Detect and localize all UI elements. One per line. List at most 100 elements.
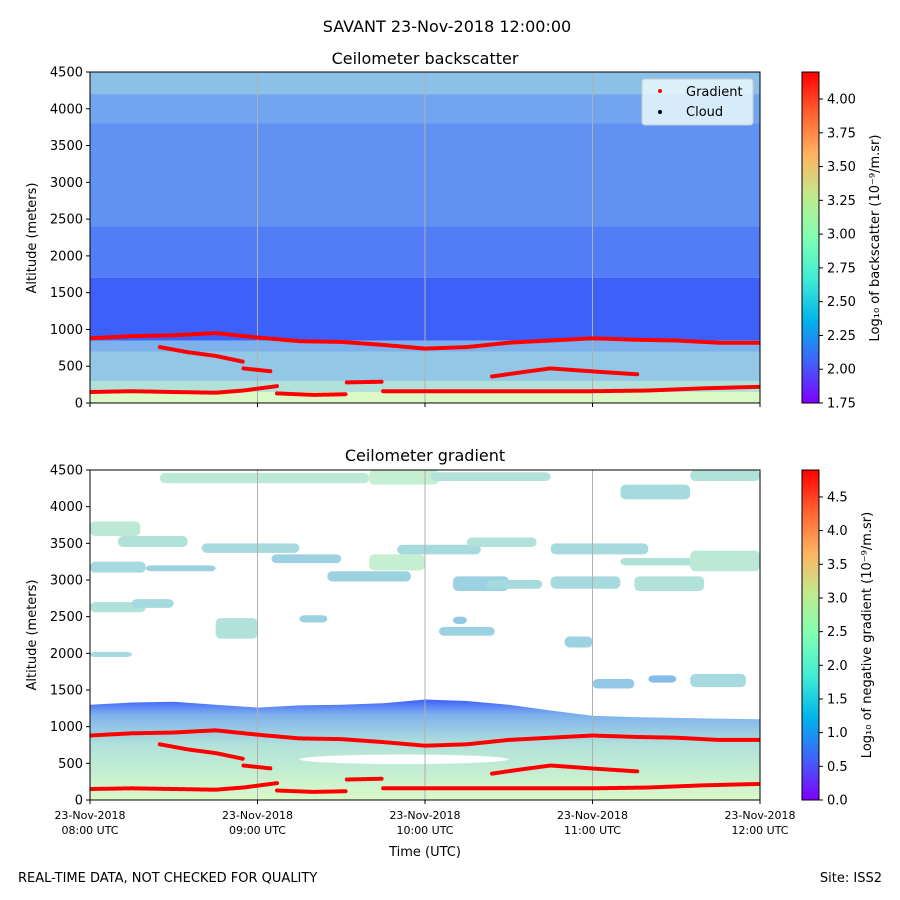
gradient-ytick-label: 4000 xyxy=(50,500,83,515)
backscatter-panel: Ceilometer backscatter 0 500 1000 1500 2000 2… xyxy=(25,49,883,412)
gradient-gradient-line xyxy=(275,788,349,794)
backscatter-ytick-label: 2500 xyxy=(50,213,83,228)
gradient-gradient-line xyxy=(490,763,640,776)
gradient-xtick-time: 11:00 UTC xyxy=(564,824,621,837)
gradient-colorbar-tick-label: 2.0 xyxy=(827,659,848,674)
backscatter-ytick-label: 4500 xyxy=(50,66,83,81)
backscatter-x-axis xyxy=(89,403,761,407)
gradient-cloud-patch xyxy=(145,565,216,572)
backscatter-ytick-label: 4000 xyxy=(50,102,83,117)
gradient-xtick-time: 10:00 UTC xyxy=(396,824,453,837)
gradient-cloud-patch xyxy=(550,543,649,555)
gradient-cloud-patch xyxy=(690,470,760,481)
backscatter-colorbar-label: Log₁₀ of backscatter (10⁻⁹/m.sr) xyxy=(868,135,883,342)
gradient-cloud-patch xyxy=(550,576,621,589)
gradient-cloud-patch xyxy=(466,537,537,547)
backscatter-y-axis: 0 500 1000 1500 2000 2500 3000 3500 4000 4500 xyxy=(50,66,90,412)
backscatter-colorbar-tick-label: 2.75 xyxy=(827,261,856,276)
gradient-gap xyxy=(299,754,509,765)
gradient-cloud-patch xyxy=(690,673,747,688)
gradient-cloud-patch xyxy=(215,618,258,639)
backscatter-colorbar-tick-label: 3.50 xyxy=(827,160,856,175)
gradient-title: Ceilometer gradient xyxy=(345,446,505,465)
footer-quality-note: REAL-TIME DATA, NOT CHECKED FOR QUALITY xyxy=(18,871,317,886)
legend-marker-gradient xyxy=(658,89,662,93)
gradient-gradient-line xyxy=(157,742,246,761)
gradient-ytick-label: 2500 xyxy=(50,610,83,625)
backscatter-gradient-series xyxy=(90,331,760,397)
gradient-cloud-patch xyxy=(620,484,691,500)
gradient-gradient-line xyxy=(241,763,274,771)
gradient-xtick-date: 23-Nov-2018 xyxy=(222,809,293,822)
footer-site: Site: ISS2 xyxy=(820,871,882,886)
backscatter-colorbar-tick-label: 3.00 xyxy=(827,228,856,243)
gradient-gradient-line xyxy=(381,781,760,791)
backscatter-colorbar-tick-label: 3.75 xyxy=(827,126,856,141)
legend-label-cloud: Cloud xyxy=(686,105,723,120)
gradient-cloud-patch xyxy=(369,554,425,571)
gradient-colorbar-tick-label: 3.0 xyxy=(827,591,848,606)
legend-marker-cloud xyxy=(658,110,662,114)
backscatter-gradient-line xyxy=(90,384,279,395)
backscatter-gradient-line xyxy=(90,331,760,351)
gradient-xtick-date: 23-Nov-2018 xyxy=(724,809,795,822)
gradient-ytick-label: 1500 xyxy=(50,684,83,699)
gradient-colorbar-tick-label: 3.5 xyxy=(827,558,848,573)
legend-box xyxy=(641,78,754,126)
gradient-cloud-patch xyxy=(369,470,439,485)
gradient-cloud-patch xyxy=(299,615,328,623)
gradient-cloud-patch xyxy=(327,571,412,582)
gradient-colorbar-tick-label: 4.0 xyxy=(827,524,848,539)
backscatter-colorbar-ticks: 1.75 2.00 2.25 2.50 2.75 3.00 3.25 3.50 3.75 4.00 xyxy=(819,93,856,412)
gradient-gradient-line xyxy=(344,776,386,782)
backscatter-colorbar-tick-label: 2.50 xyxy=(827,295,856,310)
backscatter-title: Ceilometer backscatter xyxy=(332,49,519,68)
backscatter-gradient-line xyxy=(490,366,640,379)
gradient-colorbar-tick-label: 1.0 xyxy=(827,726,848,741)
backscatter-colorbar-tick-label: 2.25 xyxy=(827,329,856,344)
backscatter-ytick-label: 2000 xyxy=(50,249,83,264)
gradient-panel: Ceilometer gradient 0 500 1000 1500 2000 2500… xyxy=(25,446,875,860)
gradient-ytick-label: 0 xyxy=(75,794,83,809)
gradient-cloud-patch xyxy=(201,543,300,553)
figure-suptitle: SAVANT 23-Nov-2018 12:00:00 xyxy=(323,17,571,36)
gradient-ytick-label: 3000 xyxy=(50,574,83,589)
gradient-cloud-patch xyxy=(634,576,705,591)
gradient-colorbar-tick-label: 1.5 xyxy=(827,692,848,707)
gradient-cloud-patch xyxy=(430,472,551,481)
gradient-cloud-patch xyxy=(592,679,635,689)
backscatter-colorbar-tick-label: 2.00 xyxy=(827,363,856,378)
gradient-cloud-patch xyxy=(438,626,495,636)
gradient-cloud-patch xyxy=(564,636,593,648)
backscatter-gradient-line xyxy=(157,345,246,364)
gradient-cloud-patch xyxy=(397,544,481,555)
gradient-colorbar-tick-label: 2.5 xyxy=(827,625,848,640)
gradient-y-axis: 0 500 1000 1500 2000 2500 3000 3500 4000 4500 xyxy=(50,464,90,809)
legend-label-gradient: Gradient xyxy=(686,85,743,100)
gradient-xtick-date: 23-Nov-2018 xyxy=(54,809,125,822)
gradient-cloud-patch xyxy=(452,616,467,624)
gradient-gradient-line xyxy=(90,728,760,748)
backscatter-gradient-line xyxy=(241,366,274,374)
gradient-colorbar-tick-label: 4.5 xyxy=(827,490,848,505)
gradient-x-axis: 23-Nov-2018 08:00 UTC 23-Nov-2018 09:00 UTC… xyxy=(54,800,796,837)
gradient-colorbar-label: Log₁₀ of negative gradient (10⁻⁹/m.sr) xyxy=(860,512,875,758)
backscatter-colorbar xyxy=(801,71,820,404)
backscatter-ylabel: Altitude (meters) xyxy=(25,183,40,294)
backscatter-colorbar-tick-label: 1.75 xyxy=(827,397,856,412)
backscatter-ytick-label: 0 xyxy=(75,397,83,412)
gradient-cloud-patch xyxy=(117,536,188,547)
gradient-xtick-date: 23-Nov-2018 xyxy=(389,809,460,822)
gradient-cloud-patch xyxy=(90,651,132,657)
gradient-xtick-date: 23-Nov-2018 xyxy=(557,809,628,822)
backscatter-ytick-label: 500 xyxy=(58,360,83,375)
gradient-cloud-patch xyxy=(690,550,760,572)
backscatter-gradient-line xyxy=(381,384,760,394)
gradient-ylabel: Altitude (meters) xyxy=(25,580,40,691)
gradient-ytick-label: 3500 xyxy=(50,537,83,552)
backscatter-ytick-label: 1500 xyxy=(50,286,83,301)
backscatter-legend: Gradient Cloud xyxy=(641,78,754,126)
backscatter-gradient-line xyxy=(344,379,386,385)
